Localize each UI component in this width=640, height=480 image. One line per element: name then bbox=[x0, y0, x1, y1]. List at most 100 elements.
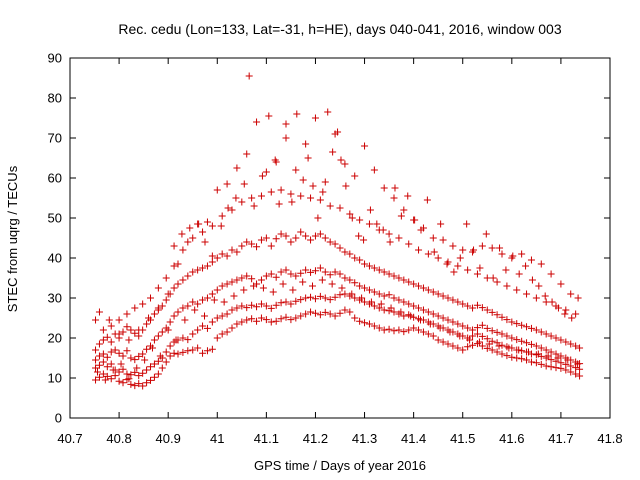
data-point bbox=[304, 154, 312, 162]
data-point bbox=[390, 308, 398, 316]
data-point bbox=[297, 228, 305, 236]
data-point bbox=[228, 246, 236, 254]
data-point bbox=[351, 294, 359, 302]
data-point bbox=[127, 326, 135, 334]
data-point bbox=[513, 354, 521, 362]
data-point bbox=[463, 220, 471, 228]
data-point bbox=[534, 350, 542, 358]
data-point bbox=[466, 336, 474, 344]
data-point bbox=[375, 304, 383, 312]
data-point bbox=[107, 338, 115, 346]
data-point bbox=[201, 238, 209, 246]
data-point bbox=[439, 292, 447, 300]
data-point bbox=[449, 342, 457, 350]
data-point bbox=[103, 333, 111, 341]
data-point bbox=[186, 224, 194, 232]
data-point bbox=[400, 328, 408, 336]
data-point bbox=[245, 72, 253, 80]
y-tick-label: 20 bbox=[48, 331, 62, 346]
data-point bbox=[133, 364, 141, 372]
data-point bbox=[493, 311, 501, 319]
series-7 bbox=[93, 276, 582, 384]
x-axis-label: GPS time / Days of year 2016 bbox=[254, 458, 426, 473]
data-point bbox=[307, 194, 315, 202]
data-point bbox=[496, 244, 504, 252]
data-point bbox=[127, 354, 135, 362]
data-point bbox=[265, 112, 273, 120]
data-point bbox=[488, 346, 496, 354]
data-point bbox=[454, 320, 462, 328]
data-point bbox=[150, 373, 158, 381]
data-point bbox=[518, 347, 526, 355]
data-point bbox=[319, 188, 327, 196]
data-point bbox=[174, 308, 182, 316]
data-point bbox=[346, 210, 354, 218]
data-point bbox=[143, 366, 151, 374]
data-point bbox=[314, 214, 322, 222]
data-point bbox=[111, 346, 119, 354]
data-point bbox=[449, 318, 457, 326]
data-point bbox=[92, 376, 100, 384]
data-point bbox=[277, 299, 285, 307]
data-point bbox=[92, 356, 100, 364]
data-point bbox=[338, 284, 346, 292]
data-point bbox=[143, 345, 151, 353]
data-point bbox=[443, 260, 451, 268]
data-point bbox=[154, 357, 162, 365]
data-point bbox=[92, 346, 100, 354]
data-point bbox=[434, 336, 442, 344]
data-point bbox=[508, 353, 516, 361]
data-point bbox=[326, 310, 334, 318]
data-point bbox=[377, 300, 385, 308]
data-point bbox=[292, 234, 300, 242]
x-tick-label: 41.1 bbox=[254, 431, 279, 446]
data-point bbox=[410, 302, 418, 310]
data-point bbox=[150, 360, 158, 368]
data-point bbox=[95, 308, 103, 316]
data-point bbox=[223, 280, 231, 288]
data-point bbox=[331, 240, 339, 248]
data-point bbox=[267, 304, 275, 312]
data-point bbox=[179, 276, 187, 284]
data-point bbox=[92, 316, 100, 324]
data-point bbox=[287, 238, 295, 246]
data-point bbox=[326, 296, 334, 304]
data-point bbox=[213, 314, 221, 322]
data-point bbox=[184, 336, 192, 344]
data-point bbox=[572, 370, 580, 378]
data-point bbox=[508, 334, 516, 342]
data-point bbox=[103, 353, 111, 361]
data-point bbox=[470, 246, 478, 254]
data-point bbox=[385, 325, 393, 333]
data-point bbox=[107, 360, 115, 368]
data-point bbox=[365, 220, 373, 228]
data-point bbox=[277, 186, 285, 194]
data-point bbox=[498, 330, 506, 338]
data-point bbox=[576, 344, 584, 352]
data-point bbox=[528, 276, 536, 284]
data-point bbox=[405, 278, 413, 286]
data-point bbox=[419, 306, 427, 314]
data-point bbox=[302, 294, 310, 302]
data-point bbox=[522, 262, 530, 270]
data-point bbox=[223, 180, 231, 188]
data-point bbox=[515, 270, 523, 278]
data-point bbox=[203, 294, 211, 302]
data-point bbox=[464, 302, 472, 310]
data-point bbox=[417, 226, 425, 234]
data-point bbox=[238, 274, 246, 282]
data-point bbox=[257, 192, 265, 200]
data-point bbox=[346, 250, 354, 258]
data-point bbox=[483, 274, 491, 282]
x-axis-ticks: 40.7 40.8 40.9 41 41.1 41.2 41.3 41.4 41.5 41.6 41… bbox=[57, 58, 623, 446]
data-point bbox=[498, 341, 506, 349]
data-point bbox=[518, 321, 526, 329]
data-point bbox=[302, 232, 310, 240]
data-point bbox=[164, 326, 172, 334]
data-point bbox=[488, 244, 496, 252]
data-point bbox=[532, 342, 540, 350]
data-point bbox=[218, 250, 226, 258]
data-point bbox=[331, 293, 339, 301]
data-point bbox=[179, 348, 187, 356]
data-point bbox=[162, 274, 170, 282]
